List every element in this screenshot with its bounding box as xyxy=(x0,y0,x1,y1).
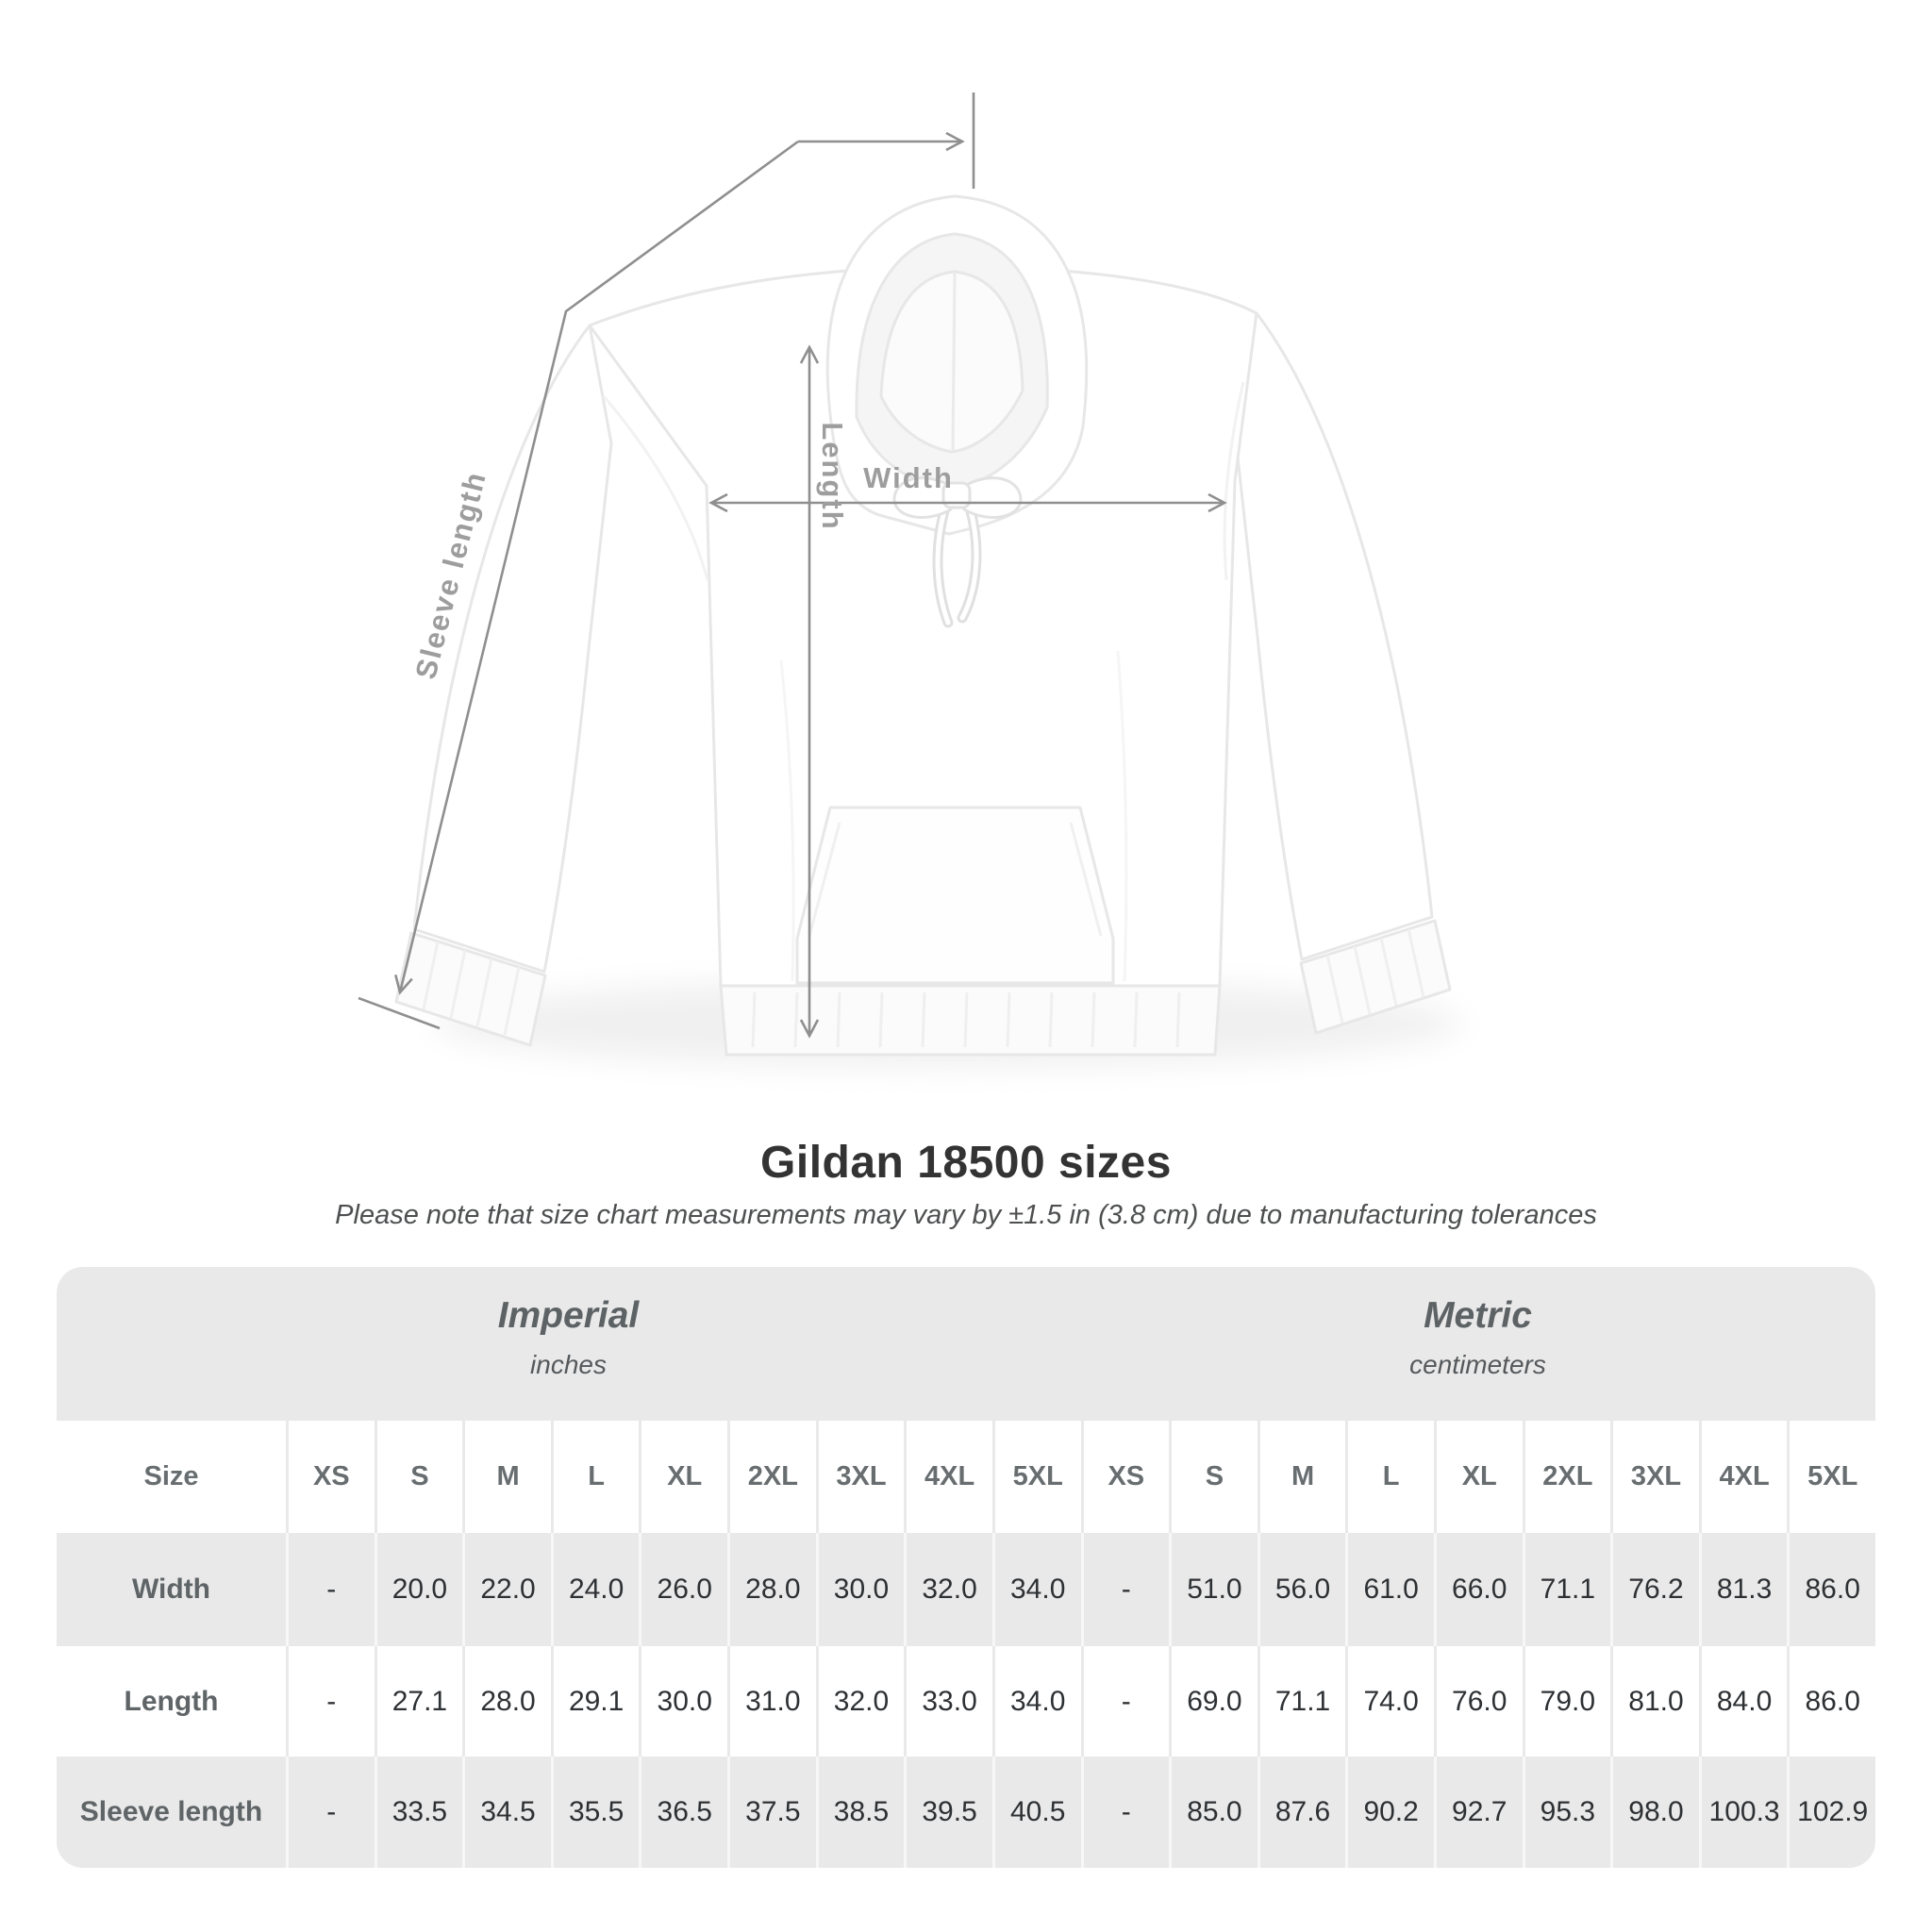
value-cell-imperial: 35.5 xyxy=(550,1757,640,1868)
value-cell-imperial: 34.0 xyxy=(991,1646,1081,1757)
value-cell-metric: 74.0 xyxy=(1345,1646,1434,1757)
value-cell-metric: 90.2 xyxy=(1345,1757,1434,1868)
size-header-metric: 2XL xyxy=(1522,1421,1611,1533)
hood-back-panel xyxy=(879,270,1024,454)
value-cell-imperial: 33.5 xyxy=(374,1757,463,1868)
value-cell-imperial: 34.0 xyxy=(991,1533,1081,1646)
hoodie-measurement-diagram: Length Width Sleeve length xyxy=(358,92,1462,1067)
hoodie-pocket xyxy=(795,806,1115,985)
size-header-imperial: 3XL xyxy=(815,1421,905,1533)
value-cell-metric: 79.0 xyxy=(1522,1646,1611,1757)
value-cell-metric: 98.0 xyxy=(1610,1757,1699,1868)
metric-header: Metric centimeters xyxy=(1080,1267,1875,1421)
value-cell-imperial: 26.0 xyxy=(639,1533,728,1646)
page-subtitle: Please note that size chart measurements… xyxy=(335,1200,1597,1230)
size-table-grid: Size XS S M L XL 2XL 3XL 4XL 5XL XS S M L XL 2XL 3XL 4XL 5… xyxy=(57,1421,1875,1868)
row-label: Width xyxy=(57,1533,286,1646)
value-cell-metric: 84.0 xyxy=(1698,1646,1788,1757)
value-cell-imperial: 40.5 xyxy=(991,1757,1081,1868)
value-cell-metric: - xyxy=(1080,1533,1170,1646)
value-cell-imperial: - xyxy=(286,1646,375,1757)
value-cell-metric: 71.1 xyxy=(1522,1533,1611,1646)
value-cell-metric: 102.9 xyxy=(1787,1757,1875,1868)
size-header-imperial: M xyxy=(462,1421,551,1533)
value-cell-imperial: 24.0 xyxy=(550,1533,640,1646)
metric-unit: centimeters xyxy=(1409,1350,1546,1379)
value-cell-imperial: 34.5 xyxy=(462,1757,551,1868)
value-cell-imperial: 20.0 xyxy=(374,1533,463,1646)
value-cell-imperial: 37.5 xyxy=(727,1757,816,1868)
sleeve-length-line xyxy=(394,140,799,995)
value-cell-metric: 66.0 xyxy=(1433,1533,1523,1646)
value-cell-imperial: 27.1 xyxy=(374,1646,463,1757)
value-cell-metric: 69.0 xyxy=(1169,1646,1257,1757)
hoodie-illustration xyxy=(394,194,1452,1057)
value-cell-metric: 86.0 xyxy=(1787,1646,1875,1757)
value-cell-metric: 81.0 xyxy=(1610,1646,1699,1757)
size-header-metric: L xyxy=(1345,1421,1434,1533)
hoodie-right-sleeve xyxy=(1233,311,1434,961)
row-label: Length xyxy=(57,1646,286,1757)
size-header-metric: 4XL xyxy=(1698,1421,1788,1533)
size-header-imperial: XL xyxy=(639,1421,728,1533)
value-cell-metric: 71.1 xyxy=(1257,1646,1346,1757)
value-cell-imperial: 31.0 xyxy=(727,1646,816,1757)
value-cell-metric: 51.0 xyxy=(1169,1533,1257,1646)
value-cell-imperial: 30.0 xyxy=(639,1646,728,1757)
value-cell-imperial: - xyxy=(286,1757,375,1868)
size-header-metric: XL xyxy=(1433,1421,1523,1533)
imperial-header: Imperial inches xyxy=(57,1267,1080,1421)
size-header-metric: XS xyxy=(1080,1421,1170,1533)
value-cell-imperial: 28.0 xyxy=(462,1646,551,1757)
width-label: Width xyxy=(863,461,954,494)
value-cell-imperial: 32.0 xyxy=(904,1533,992,1646)
unit-header-band: Imperial inches Metric centimeters xyxy=(57,1267,1875,1421)
value-cell-metric: 100.3 xyxy=(1698,1757,1788,1868)
size-header-imperial: XS xyxy=(286,1421,375,1533)
value-cell-metric: 95.3 xyxy=(1522,1757,1611,1868)
size-table: Imperial inches Metric centimeters Size X… xyxy=(57,1267,1875,1868)
page-title: Gildan 18500 sizes xyxy=(760,1138,1172,1188)
value-cell-imperial: 33.0 xyxy=(904,1646,992,1757)
size-header-imperial: L xyxy=(550,1421,640,1533)
size-header-metric: M xyxy=(1257,1421,1346,1533)
size-header-metric: S xyxy=(1169,1421,1257,1533)
size-column-header: Size xyxy=(57,1421,286,1533)
size-header-imperial: 5XL xyxy=(991,1421,1081,1533)
value-cell-metric: 61.0 xyxy=(1345,1533,1434,1646)
value-cell-metric: 86.0 xyxy=(1787,1533,1875,1646)
size-header-metric: 5XL xyxy=(1787,1421,1875,1533)
size-header-imperial: 2XL xyxy=(727,1421,816,1533)
size-header-imperial: 4XL xyxy=(904,1421,992,1533)
value-cell-metric: 76.2 xyxy=(1610,1533,1699,1646)
imperial-unit: inches xyxy=(530,1350,607,1379)
value-cell-metric: 76.0 xyxy=(1433,1646,1523,1757)
row-label: Sleeve length xyxy=(57,1757,286,1868)
value-cell-metric: 87.6 xyxy=(1257,1757,1346,1868)
value-cell-imperial: 36.5 xyxy=(639,1757,728,1868)
measurement-lines xyxy=(358,92,1227,1039)
value-cell-imperial: 28.0 xyxy=(727,1533,816,1646)
value-cell-imperial: 22.0 xyxy=(462,1533,551,1646)
value-cell-imperial: 38.5 xyxy=(815,1757,905,1868)
imperial-title: Imperial xyxy=(497,1295,640,1336)
value-cell-imperial: 29.1 xyxy=(550,1646,640,1757)
size-header-imperial: S xyxy=(374,1421,463,1533)
metric-title: Metric xyxy=(1424,1295,1532,1336)
hoodie-left-sleeve xyxy=(412,324,613,974)
value-cell-imperial: 30.0 xyxy=(815,1533,905,1646)
length-label: Length xyxy=(816,422,849,530)
value-cell-metric: 56.0 xyxy=(1257,1533,1346,1646)
value-cell-metric: - xyxy=(1080,1757,1170,1868)
value-cell-imperial: - xyxy=(286,1533,375,1646)
value-cell-metric: - xyxy=(1080,1646,1170,1757)
value-cell-metric: 81.3 xyxy=(1698,1533,1788,1646)
value-cell-metric: 92.7 xyxy=(1433,1757,1523,1868)
value-cell-metric: 85.0 xyxy=(1169,1757,1257,1868)
size-header-metric: 3XL xyxy=(1610,1421,1699,1533)
cuff-tick-line xyxy=(358,996,441,1030)
value-cell-imperial: 32.0 xyxy=(815,1646,905,1757)
value-cell-imperial: 39.5 xyxy=(904,1757,992,1868)
